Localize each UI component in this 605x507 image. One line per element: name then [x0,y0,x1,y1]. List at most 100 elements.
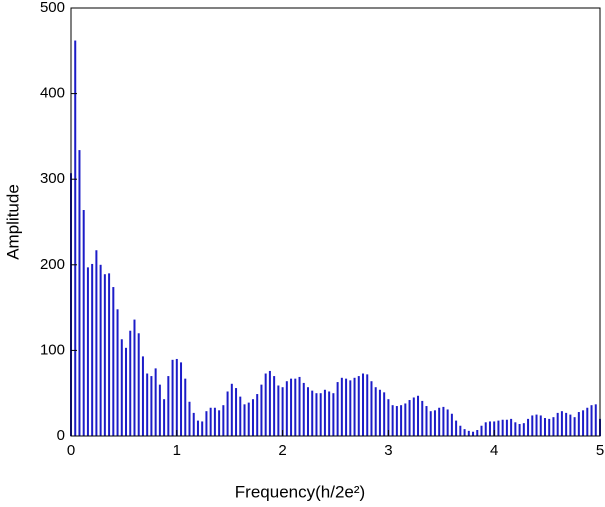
bar [103,274,106,436]
bar [251,399,254,436]
y-tick-label: 200 [40,256,65,273]
bar [370,381,373,436]
plot-frame [70,7,601,437]
bar [163,399,166,436]
bar [527,418,530,436]
bar [247,402,250,436]
bar [480,425,483,436]
bar [184,378,187,436]
bar [294,378,297,436]
bar [349,380,352,436]
bar [95,250,98,436]
x-tick-label: 3 [384,442,392,459]
bar [387,399,390,436]
bar [74,40,77,436]
y-axis-label: Amplitude [3,184,22,260]
bar [531,415,534,436]
bar [459,425,462,436]
bar [125,347,128,436]
bar [226,391,229,436]
x-tick-label: 1 [173,442,181,459]
bar [175,358,178,436]
bar [171,359,174,436]
bar [395,406,398,436]
bar [332,393,335,436]
bar [510,418,513,436]
bar [522,423,525,436]
bar [180,362,183,436]
bar [256,394,259,436]
bar [565,412,568,436]
bar [493,421,496,436]
bar [158,384,161,436]
bar [167,376,170,436]
bar [417,395,420,436]
bar [323,389,326,436]
y-tick-label: 500 [40,0,65,16]
bar [336,382,339,436]
bar [302,382,305,436]
bar [154,368,157,436]
y-tick-label: 100 [40,341,65,358]
bar [235,388,238,436]
bar [146,373,149,436]
bar [594,404,597,436]
bar [319,393,322,436]
bar [281,387,284,436]
bar [484,422,487,436]
bar [218,410,221,436]
bar [209,407,212,436]
bar [260,384,263,436]
bar [438,407,441,436]
bar [446,409,449,436]
bar [442,406,445,436]
bar [539,415,542,436]
bar [463,429,466,436]
bar [99,264,102,436]
bar [366,374,369,436]
bar [290,378,293,436]
bar [192,412,195,436]
bar [429,411,432,436]
bar [137,333,140,436]
bar [306,387,309,436]
x-tick-label: 5 [596,442,604,459]
bar [535,414,538,436]
x-tick-label: 2 [278,442,286,459]
bar [188,401,191,436]
bar [586,407,589,436]
bar [433,410,436,436]
bar [328,391,331,436]
bar [239,396,242,436]
bar [518,424,521,436]
bar [548,418,551,436]
bar [412,397,415,436]
bar [450,413,453,436]
bar [273,376,276,436]
bar [505,419,508,436]
bar [222,405,225,436]
bar [78,150,81,436]
x-tick-label: 0 [67,442,75,459]
bar [141,356,144,436]
bar [277,385,280,436]
bar [340,377,343,436]
bar [201,421,204,436]
bar [569,414,572,436]
bar [345,378,348,436]
bar [120,339,123,436]
bar [582,410,585,436]
bar [362,373,365,436]
bar [264,373,267,436]
bar [82,210,85,436]
bar [268,370,271,436]
bar [455,420,458,436]
x-tick-label: 4 [490,442,498,459]
bar [378,389,381,436]
bar [556,412,559,436]
bar [408,400,411,436]
bar [108,273,111,436]
bar [472,431,475,436]
bar [91,263,94,436]
